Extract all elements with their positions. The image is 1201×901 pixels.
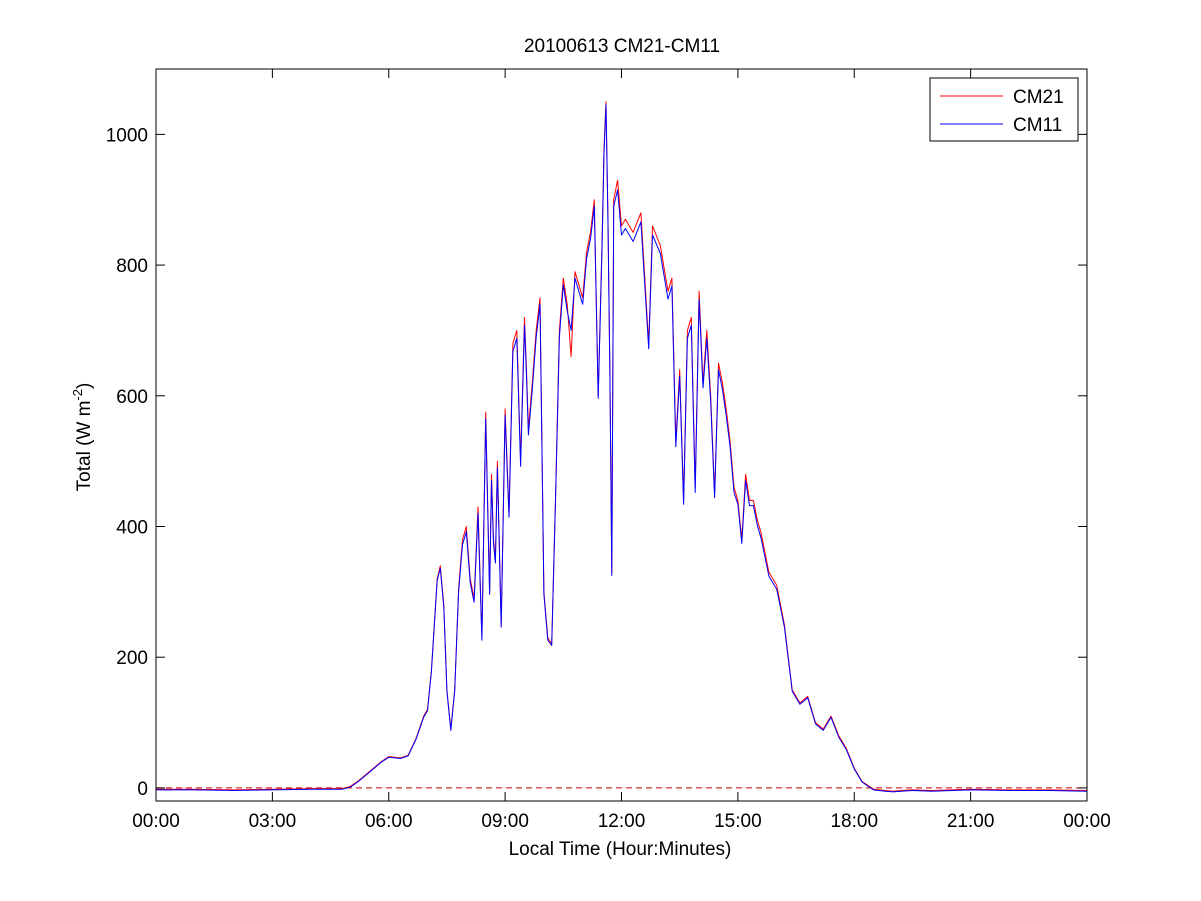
x-tick-label: 15:00 — [714, 811, 762, 832]
chart-title: 20100613 CM21-CM11 — [524, 36, 720, 57]
x-tick-label: 00:00 — [1063, 811, 1111, 832]
legend-label-cm21: CM21 — [1013, 87, 1064, 108]
y-tick-label: 0 — [137, 779, 148, 800]
y-tick-label: 200 — [116, 648, 148, 669]
legend-box — [929, 77, 1079, 142]
legend-label-cm11: CM11 — [1013, 115, 1062, 136]
y-tick-label: 800 — [116, 256, 148, 277]
y-axis-title-superscript: -2 — [70, 389, 85, 401]
axis-ticks: 00:00 03:00 06:00 09:00 12:00 15:00 18:00 21:00… — [106, 69, 1111, 832]
x-tick-label: 09:00 — [481, 811, 529, 832]
y-axis-title-end: ) — [74, 383, 95, 389]
x-tick-label: 00:00 — [132, 811, 180, 832]
legend: CM21 CM11 — [929, 77, 1079, 142]
plot-frame — [155, 68, 1088, 802]
x-tick-label: 03:00 — [249, 811, 297, 832]
y-tick-label: 1000 — [106, 125, 148, 146]
x-tick-label: 12:00 — [598, 811, 646, 832]
x-tick-label: 21:00 — [947, 811, 995, 832]
x-axis-title: Local Time (Hour:Minutes) — [509, 839, 732, 860]
y-tick-label: 400 — [116, 518, 148, 539]
x-tick-label: 06:00 — [365, 811, 413, 832]
y-axis-title-main: Total (W m — [74, 401, 95, 492]
y-axis-title: Total (W m-2) — [70, 383, 95, 492]
series-line-cm11 — [156, 104, 1087, 793]
plot-area — [156, 101, 1087, 793]
y-tick-label: 600 — [116, 387, 148, 408]
x-tick-label: 18:00 — [830, 811, 878, 832]
